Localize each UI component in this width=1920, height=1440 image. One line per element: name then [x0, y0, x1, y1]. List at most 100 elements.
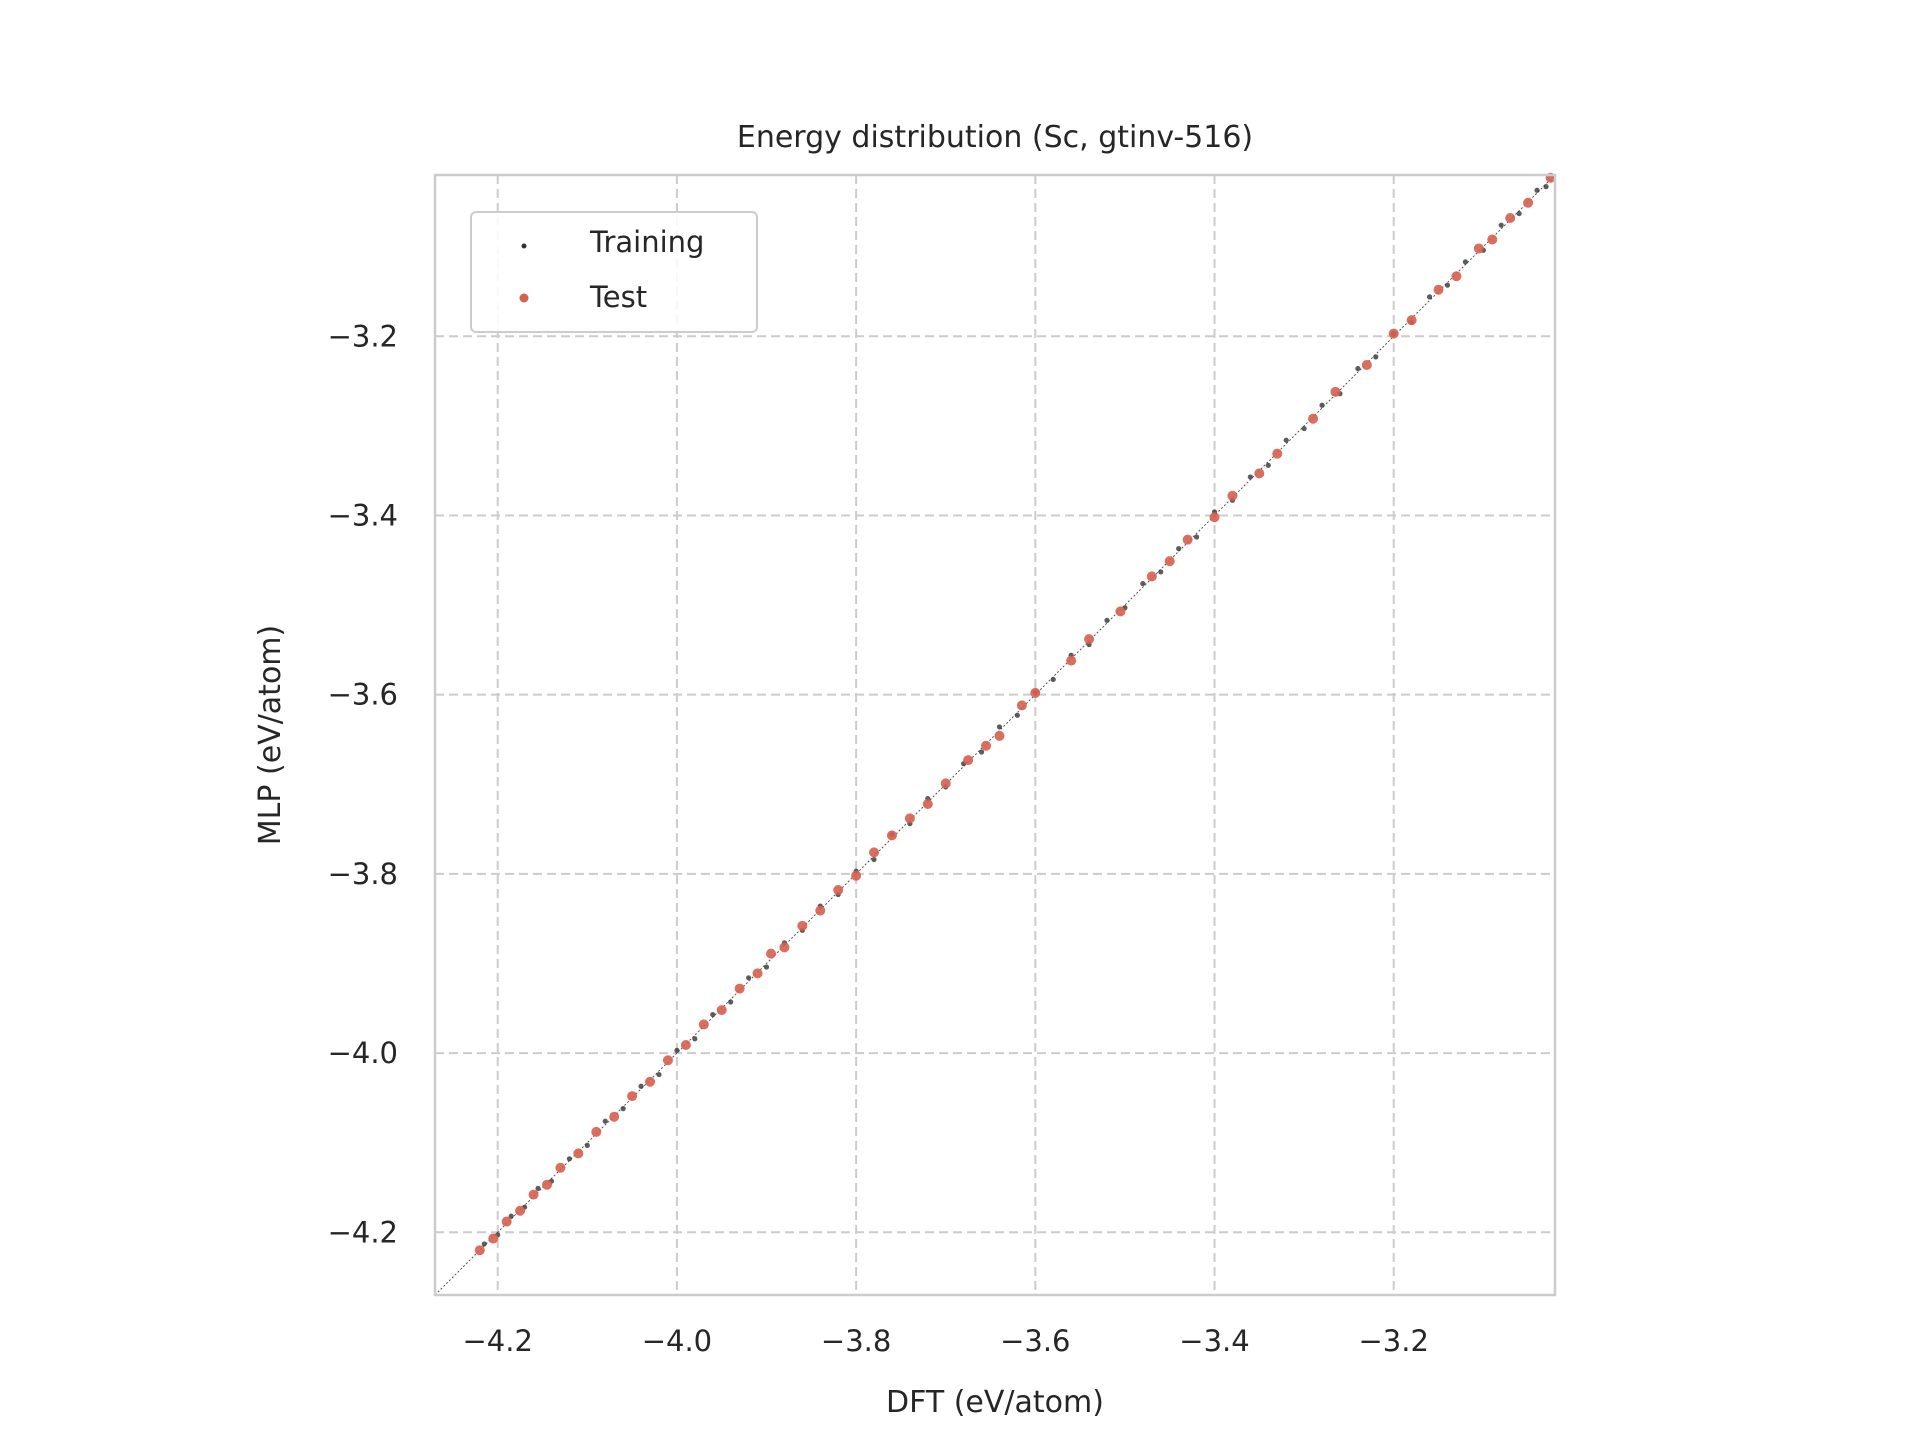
training-point [1498, 222, 1504, 228]
test-point [1182, 534, 1193, 545]
training-point [871, 856, 877, 863]
x-tick-label: −3.8 [821, 1324, 891, 1358]
test-points [474, 172, 1556, 1256]
legend-test-marker [519, 293, 529, 303]
legend: Training Test [470, 211, 758, 333]
training-point [1462, 259, 1468, 265]
x-axis-label: DFT (eV/atom) [886, 1385, 1104, 1420]
legend-box [470, 211, 758, 333]
test-point [1016, 700, 1027, 711]
training-point [535, 1185, 541, 1191]
training-point [481, 1241, 487, 1247]
training-point [710, 1011, 716, 1018]
test-point [645, 1076, 656, 1087]
test-point [1209, 512, 1220, 523]
test-point [1115, 606, 1126, 617]
chart-title: Energy distribution (Sc, gtinv-516) [737, 120, 1253, 155]
training-point [978, 749, 985, 755]
training-point [1014, 712, 1021, 718]
test-point [1272, 448, 1283, 459]
legend-training-label: Training [589, 225, 704, 259]
test-point [797, 920, 808, 931]
test-point [1406, 315, 1417, 326]
test-point [1308, 413, 1319, 424]
training-point [728, 999, 734, 1005]
training-point [1543, 184, 1549, 190]
test-point [515, 1205, 526, 1216]
test-point [1433, 284, 1444, 295]
test-point [1164, 556, 1175, 567]
training-point [996, 724, 1003, 730]
training-point [763, 964, 770, 970]
training-point [638, 1083, 644, 1089]
plot-frame [433, 173, 1557, 1297]
y-axis-label: MLP (eV/atom) [253, 625, 288, 845]
x-tick-label: −3.2 [1359, 1324, 1429, 1358]
test-point [1361, 359, 1372, 370]
training-point [692, 1036, 698, 1042]
test-point [1388, 328, 1399, 339]
y-tick-label: −3.6 [328, 678, 398, 712]
grid-lines [435, 175, 1555, 1295]
test-point [994, 730, 1005, 741]
test-point [1066, 655, 1077, 666]
training-point [508, 1213, 514, 1219]
training-point [1373, 354, 1379, 360]
test-point [869, 847, 880, 858]
test-point [680, 1040, 691, 1051]
training-point [1426, 294, 1433, 300]
x-tick-label: −3.6 [1000, 1324, 1070, 1358]
test-point [488, 1233, 499, 1244]
test-point [573, 1148, 584, 1159]
test-point [833, 885, 844, 896]
test-point [940, 778, 951, 789]
training-point [1247, 474, 1253, 480]
legend-test-label: Test [589, 280, 647, 314]
training-point [1140, 580, 1146, 587]
training-point [602, 1118, 608, 1124]
test-point [963, 755, 974, 766]
test-point [627, 1091, 638, 1102]
x-tick-label: −3.4 [1179, 1324, 1249, 1358]
training-point [1319, 402, 1325, 408]
training-point [1265, 462, 1271, 468]
training-point [1534, 187, 1540, 193]
training-points [481, 184, 1549, 1247]
training-point [1444, 282, 1451, 288]
y-tick-label: −3.2 [328, 319, 398, 353]
training-point [584, 1142, 590, 1148]
training-point [656, 1071, 662, 1078]
test-point [1227, 490, 1238, 501]
test-point [698, 1019, 709, 1030]
test-point [501, 1216, 512, 1227]
test-point [1254, 468, 1265, 479]
training-point [1104, 617, 1110, 623]
test-point [779, 942, 790, 953]
test-point [734, 983, 745, 994]
test-point [1084, 634, 1095, 645]
test-point [528, 1189, 539, 1200]
training-point [620, 1106, 626, 1112]
test-point [474, 1245, 485, 1256]
y-tick-label: −3.8 [328, 857, 398, 891]
test-point [904, 813, 915, 824]
training-point [1355, 365, 1361, 372]
x-tick-labels: −4.2 −4.0 −3.8 −3.6 −3.4 −3.2 [463, 1324, 1429, 1358]
training-point [1158, 569, 1164, 575]
y-tick-labels: −4.2 −4.0 −3.8 −3.6 −3.4 −3.2 [328, 319, 398, 1249]
test-point [1146, 571, 1157, 582]
training-point [1050, 676, 1056, 683]
y-tick-label: −4.0 [328, 1036, 398, 1070]
training-point [1301, 425, 1307, 432]
test-point [1487, 234, 1498, 245]
test-point [1505, 213, 1516, 224]
test-point [555, 1162, 566, 1173]
test-point [542, 1179, 552, 1190]
y-tick-label: −4.2 [328, 1215, 398, 1249]
test-point [1330, 386, 1341, 397]
test-point [609, 1111, 620, 1122]
test-point [1030, 687, 1041, 698]
training-point [1516, 210, 1522, 217]
test-point [922, 798, 933, 809]
